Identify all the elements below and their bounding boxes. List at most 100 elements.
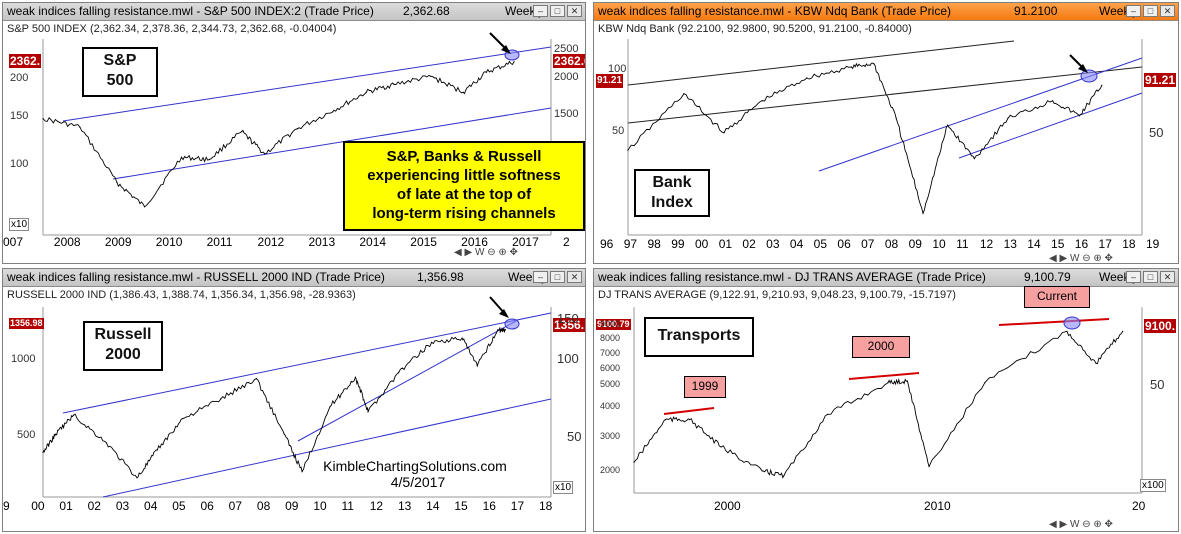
bank-label-line-2: Index	[651, 194, 693, 211]
price-point	[485, 71, 487, 73]
transports-ytick-8000: 8000	[600, 333, 621, 343]
price-point	[79, 126, 81, 128]
transports-chart-window[interactable]: weak indices falling resistance.mwl - DJ…	[593, 268, 1179, 532]
bank-scroll-right-icon[interactable]: ▶	[1059, 253, 1068, 264]
close-button[interactable]: ✕	[1160, 271, 1175, 283]
sp500-chart-window[interactable]: weak indices falling resistance.mwl - S&…	[2, 2, 586, 264]
bank-xtick: 17	[1098, 237, 1112, 251]
price-point	[42, 451, 44, 454]
minimize-button[interactable]: –	[533, 5, 548, 17]
price-point	[329, 406, 331, 408]
transports-xtick: 2010	[924, 499, 951, 513]
russell-label: Russell 2000	[83, 321, 163, 371]
russell-price-tag-right: 1356.	[553, 318, 585, 332]
transports-titlebar[interactable]: weak indices falling resistance.mwl - DJ…	[594, 269, 1178, 287]
russell-xtick: 10	[313, 499, 327, 513]
bank-chart-window[interactable]: weak indices falling resistance.mwl - KB…	[593, 2, 1179, 264]
sp500-chart-controls[interactable]: ◀ ▶ W ⊖ ⊕ ✥	[454, 247, 518, 258]
close-button[interactable]: ✕	[567, 271, 582, 283]
russell-price-tag-left: 1356.98	[9, 318, 44, 329]
price-point	[365, 91, 367, 93]
sp500-xtick: 2012	[257, 235, 285, 249]
bank-period-w-button[interactable]: W	[1069, 253, 1080, 264]
maximize-button[interactable]: □	[550, 271, 565, 283]
transports-scale-marker: x100	[1140, 479, 1166, 492]
sp500-titlebar[interactable]: weak indices falling resistance.mwl - S&…	[3, 3, 585, 21]
russell-xtick: 15	[454, 499, 468, 513]
sp500-zoom-out-icon[interactable]: ⊖	[487, 247, 496, 258]
close-button[interactable]: ✕	[1160, 5, 1175, 17]
bank-price-tag-left: 91.21	[596, 74, 624, 88]
russell-titlebar[interactable]: weak indices falling resistance.mwl - RU…	[3, 269, 585, 287]
bank-title-price: 91.2100	[1014, 4, 1058, 18]
price-point	[180, 156, 183, 158]
bank-zoom-in-icon[interactable]: ⊕	[1093, 253, 1102, 264]
sp500-rtick-2500: 2500	[554, 43, 579, 55]
sp500-zoom-in-icon[interactable]: ⊕	[498, 247, 507, 258]
maximize-button[interactable]: □	[550, 5, 565, 17]
sp500-scroll-left-icon[interactable]: ◀	[454, 247, 462, 258]
russell-rtick-50: 50	[567, 429, 582, 444]
russell-xtick: 18	[539, 499, 553, 513]
price-point	[283, 433, 285, 435]
price-point	[301, 471, 303, 473]
price-point	[55, 433, 57, 435]
marker-2000: 2000	[852, 336, 910, 358]
marker-current: Current	[1024, 286, 1090, 308]
bank-ohlc-subtitle: KBW Ndq Bank (92.2100, 92.9800, 90.5200,…	[598, 23, 912, 35]
bank-ytick-100: 100	[608, 63, 627, 75]
price-point	[973, 158, 975, 160]
russell-xtick: 16	[482, 499, 496, 513]
transports-scroll-left-icon[interactable]: ◀	[1049, 519, 1057, 530]
russell-chart-window[interactable]: weak indices falling resistance.mwl - RU…	[2, 268, 586, 532]
price-point	[723, 132, 725, 134]
transports-xtick: 2000	[714, 499, 741, 513]
transports-price-tag-left: 9100.79	[596, 319, 631, 330]
bank-scroll-left-icon[interactable]: ◀	[1049, 253, 1057, 264]
transports-period-w-button[interactable]: W	[1069, 519, 1080, 530]
russell-trendline	[297, 320, 517, 442]
price-point	[430, 75, 432, 77]
price-point	[513, 61, 515, 63]
transports-scroll-right-icon[interactable]: ▶	[1059, 519, 1068, 530]
transports-pan-icon[interactable]: ✥	[1104, 519, 1113, 530]
close-button[interactable]: ✕	[567, 5, 582, 17]
price-point	[806, 77, 808, 79]
price-point	[462, 91, 464, 93]
transports-resistance-1999	[663, 407, 715, 415]
minimize-button[interactable]: –	[1126, 271, 1141, 283]
russell-ytick-500: 500	[17, 429, 36, 441]
sp500-period-w-button[interactable]: W	[474, 247, 485, 258]
maximize-button[interactable]: □	[1143, 271, 1158, 283]
bank-zoom-out-icon[interactable]: ⊖	[1082, 253, 1091, 264]
russell-window-title: weak indices falling resistance.mwl - RU…	[7, 270, 385, 284]
minimize-button[interactable]: –	[533, 271, 548, 283]
watermark-text: KimbleChartingSolutions.com	[323, 458, 507, 474]
russell-rtick-150: 150	[557, 311, 579, 326]
russell-xtick: 09	[285, 499, 299, 513]
transports-zoom-in-icon[interactable]: ⊕	[1093, 519, 1102, 530]
minimize-button[interactable]: –	[1126, 5, 1141, 17]
price-point	[264, 153, 266, 155]
price-point	[504, 328, 506, 331]
russell-xtick: 17	[510, 499, 525, 513]
sp500-scroll-right-icon[interactable]: ▶	[464, 247, 473, 258]
sp500-channel-lower	[112, 107, 552, 180]
bank-chart-controls[interactable]: ◀ ▶ W ⊖ ⊕ ✥	[1049, 253, 1113, 264]
price-point	[720, 446, 722, 448]
bank-titlebar[interactable]: weak indices falling resistance.mwl - KB…	[594, 3, 1178, 21]
maximize-button[interactable]: □	[1143, 5, 1158, 17]
sp500-label-line-1: S&P	[103, 52, 137, 69]
sp500-pan-icon[interactable]: ✥	[509, 247, 518, 258]
bank-pan-icon[interactable]: ✥	[1104, 253, 1113, 264]
bank-xtick: 04	[789, 237, 804, 251]
price-point	[431, 341, 433, 343]
transports-ytick-4000: 4000	[600, 401, 621, 411]
annotation-box: S&P, Banks & Russell experiencing little…	[343, 141, 585, 231]
annotation-line-1: S&P, Banks & Russell	[386, 148, 542, 165]
transports-chart-controls[interactable]: ◀ ▶ W ⊖ ⊕ ✥	[1049, 519, 1113, 530]
sp500-scale-marker: x10	[9, 218, 30, 231]
sp500-xtick: 2	[563, 235, 570, 249]
price-point	[476, 365, 478, 367]
transports-zoom-out-icon[interactable]: ⊖	[1082, 519, 1091, 530]
